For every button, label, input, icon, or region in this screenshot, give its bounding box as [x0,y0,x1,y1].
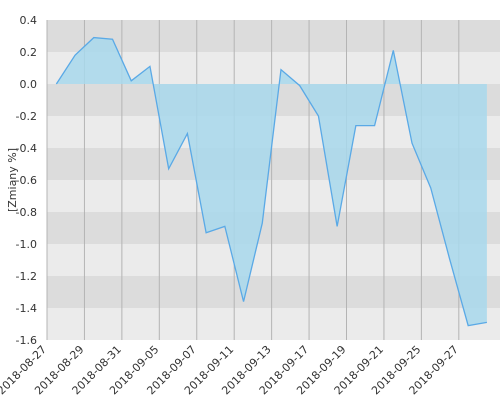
y-tick-label: -1.0 [16,238,37,251]
y-tick-label: -0.6 [16,174,37,187]
y-tick-label: -0.8 [16,206,37,219]
y-tick-label: -1.6 [16,334,37,347]
grid-band [47,244,500,276]
line [55,36,488,327]
grid-band [47,20,500,52]
y-tick-label: -0.2 [16,110,37,123]
grid-band [47,276,500,308]
grid-band [47,308,500,340]
grid-band [47,180,500,212]
y-tick-label: -0.4 [16,142,37,155]
y-tick-label: 0.4 [20,14,38,27]
area [56,37,487,326]
y-tick-label: -1.4 [16,302,37,315]
y-axis-label: [Zmiany %] [6,148,19,212]
grid-band [47,212,500,244]
y-tick-label: -1.2 [16,270,37,283]
y-tick-label: 0.0 [20,78,38,91]
y-tick-label: 0.2 [20,46,38,59]
